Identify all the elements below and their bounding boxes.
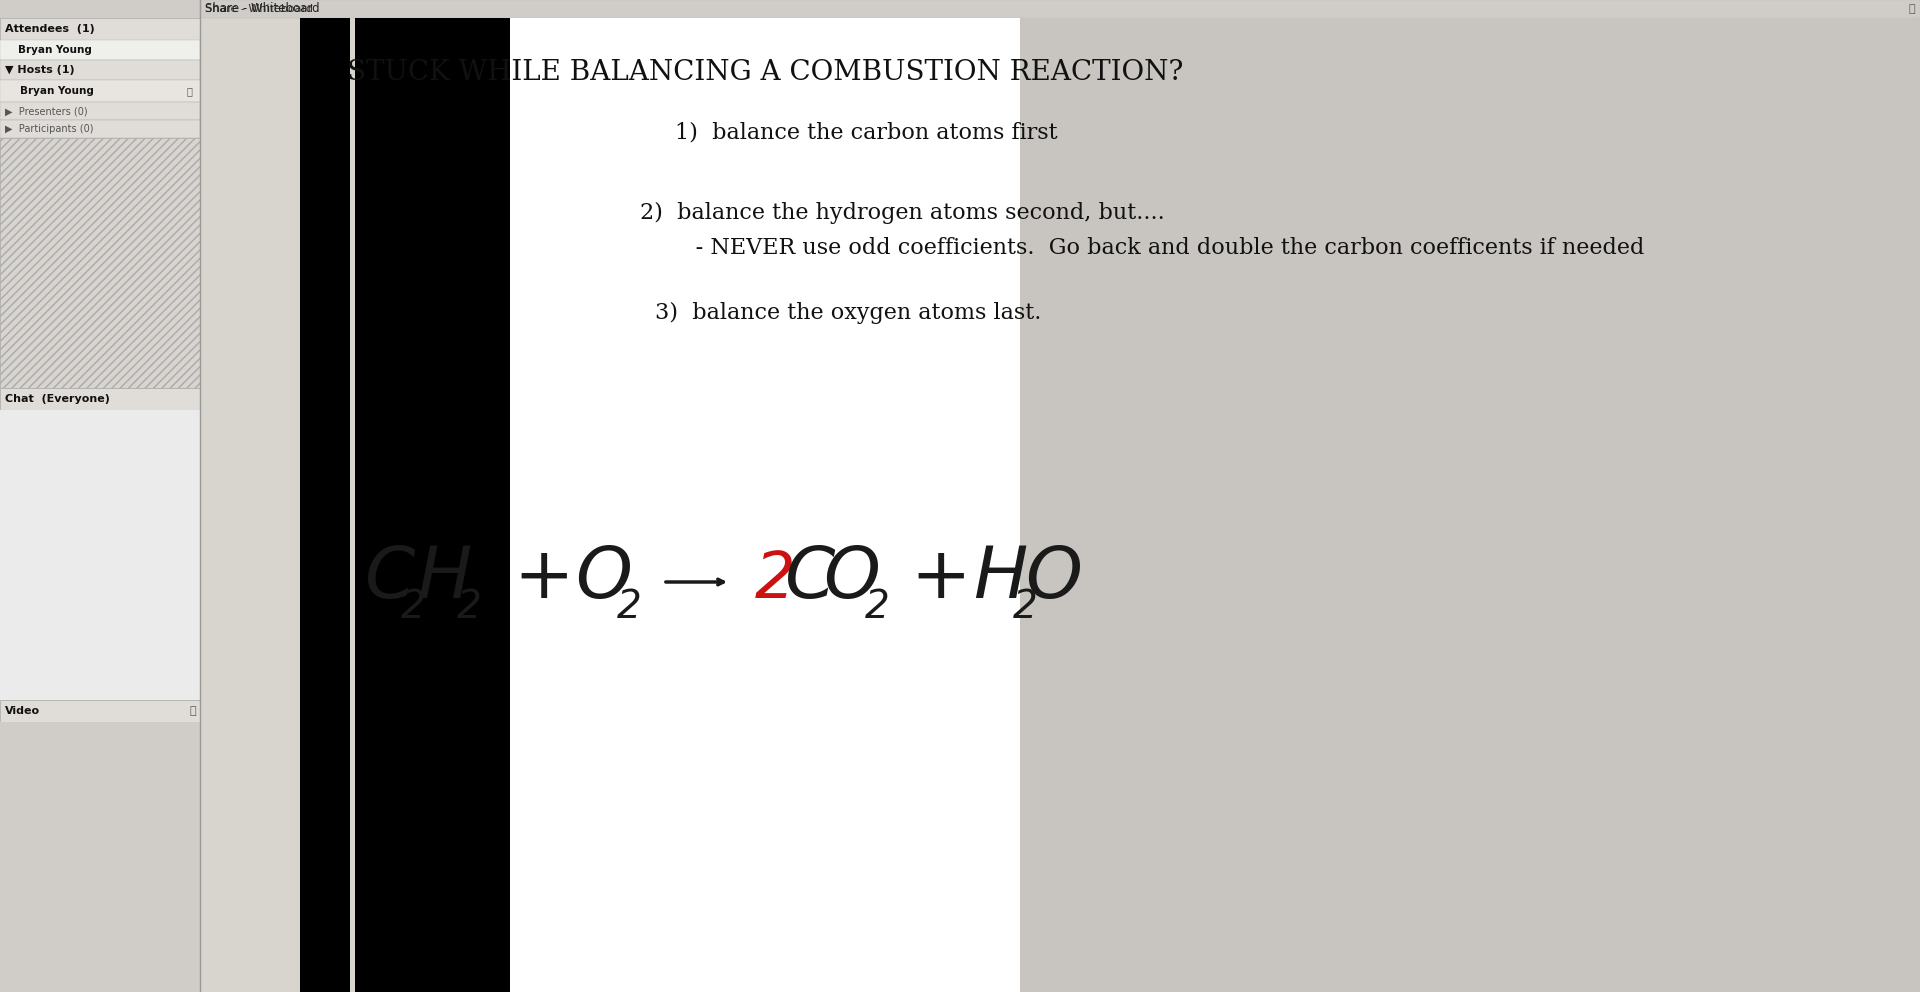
Bar xyxy=(0,388,200,410)
Text: 3)  balance the oxygen atoms last.: 3) balance the oxygen atoms last. xyxy=(655,302,1041,324)
Bar xyxy=(200,0,1920,18)
Text: ⤢: ⤢ xyxy=(190,706,196,716)
Bar xyxy=(0,60,200,80)
Text: +: + xyxy=(513,544,574,613)
Bar xyxy=(300,18,349,992)
Bar xyxy=(0,410,200,700)
Text: 1)  balance the carbon atoms first: 1) balance the carbon atoms first xyxy=(676,122,1058,144)
Text: 2: 2 xyxy=(866,588,889,626)
Text: 2: 2 xyxy=(755,549,795,611)
Text: 2: 2 xyxy=(457,588,482,626)
Text: Chat  (Everyone): Chat (Everyone) xyxy=(6,394,109,404)
Text: - NEVER use odd coefficients.  Go back and double the carbon coefficents if need: - NEVER use odd coefficients. Go back an… xyxy=(660,237,1644,259)
Text: 2: 2 xyxy=(1014,588,1037,626)
Text: ▶  Presenters (0): ▶ Presenters (0) xyxy=(6,106,88,116)
Bar xyxy=(355,18,511,992)
Text: C: C xyxy=(365,544,415,613)
Bar xyxy=(0,138,200,388)
Bar xyxy=(0,120,200,138)
Text: ⤢: ⤢ xyxy=(1908,4,1914,14)
Bar xyxy=(0,18,200,40)
Text: O: O xyxy=(574,544,632,613)
Text: O: O xyxy=(824,544,879,613)
Text: 2: 2 xyxy=(401,588,426,626)
Bar xyxy=(0,700,200,722)
Text: 2)  balance the hydrogen atoms second, but....: 2) balance the hydrogen atoms second, bu… xyxy=(639,202,1165,224)
Text: Share - Whiteboard: Share - Whiteboard xyxy=(205,4,313,14)
Text: +: + xyxy=(910,544,970,613)
Text: Video: Video xyxy=(6,706,40,716)
Text: H: H xyxy=(973,544,1027,613)
Text: STUCK WHILE BALANCING A COMBUSTION REACTION?: STUCK WHILE BALANCING A COMBUSTION REACT… xyxy=(348,60,1183,86)
Bar xyxy=(1020,18,1920,992)
Text: Bryan Young: Bryan Young xyxy=(19,86,94,96)
Text: C: C xyxy=(785,544,835,613)
Text: H: H xyxy=(417,544,472,613)
Text: Attendees  (1): Attendees (1) xyxy=(6,24,94,34)
Bar xyxy=(0,40,200,60)
Bar xyxy=(0,0,1920,18)
Text: Share - Whiteboard: Share - Whiteboard xyxy=(205,3,319,16)
Text: 🎤: 🎤 xyxy=(186,86,192,96)
Bar xyxy=(0,722,200,992)
Text: ▶  Participants (0): ▶ Participants (0) xyxy=(6,124,94,134)
Bar xyxy=(511,18,1020,992)
Text: ▼ Hosts (1): ▼ Hosts (1) xyxy=(6,65,75,75)
Text: 2: 2 xyxy=(616,588,641,626)
Text: O: O xyxy=(1025,544,1081,613)
Bar xyxy=(0,80,200,102)
Bar xyxy=(0,102,200,120)
Text: Bryan Young: Bryan Young xyxy=(17,45,92,55)
